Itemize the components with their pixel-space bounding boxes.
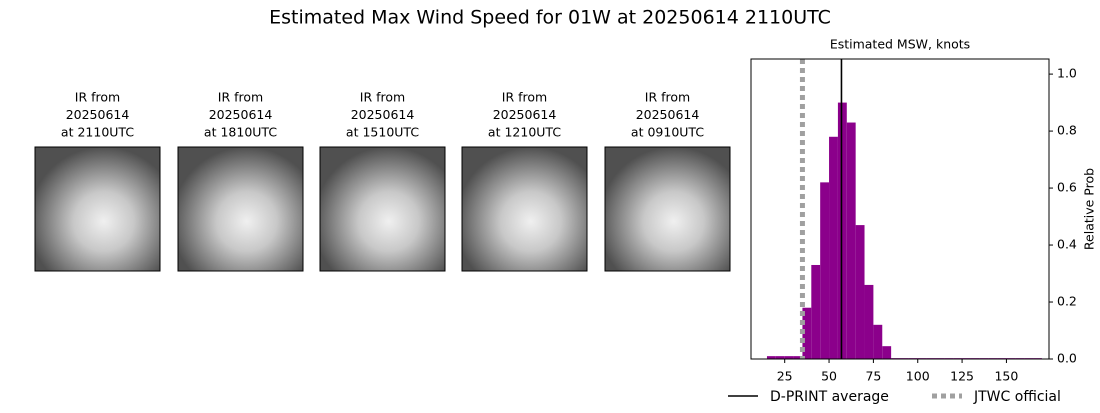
bar xyxy=(837,102,847,359)
panel-title: at 1210UTC xyxy=(488,125,561,140)
x-tick-label: 25 xyxy=(777,369,793,384)
panel-title: at 2110UTC xyxy=(61,125,134,140)
y-tick-label: 1.0 xyxy=(1057,66,1077,81)
bar xyxy=(784,356,794,359)
y-tick-label: 0.8 xyxy=(1057,123,1077,138)
satellite-image xyxy=(34,146,161,272)
satellite-image xyxy=(461,146,588,272)
bar xyxy=(855,225,865,359)
bar xyxy=(802,307,812,359)
panel-title: 20250614 xyxy=(209,107,273,122)
satellite-image xyxy=(177,146,304,272)
x-tick-label: 75 xyxy=(865,369,881,384)
panel-title: 20250614 xyxy=(351,107,415,122)
x-tick-label: 150 xyxy=(994,369,1018,384)
panel-title: 20250614 xyxy=(66,107,130,122)
bar xyxy=(864,284,874,359)
panel-title: IR from xyxy=(360,90,405,105)
x-tick-label: 125 xyxy=(950,369,974,384)
panel-title: IR from xyxy=(645,90,690,105)
axes-frame xyxy=(750,58,1050,360)
legend-label: D-PRINT average xyxy=(770,389,889,405)
bar xyxy=(766,356,776,359)
x-tick-label: 50 xyxy=(821,369,837,384)
bar xyxy=(873,324,883,359)
y-tick-label: 0.2 xyxy=(1057,294,1077,309)
bar xyxy=(775,356,785,359)
bar xyxy=(882,346,892,359)
y-axis-label: Relative Prob xyxy=(1082,168,1097,250)
legend-label: JTWC official xyxy=(973,389,1061,405)
axes-title: Estimated MSW, knots xyxy=(830,37,970,52)
satellite-image xyxy=(319,146,446,272)
panel-title: at 1510UTC xyxy=(346,125,419,140)
panel-title: at 1810UTC xyxy=(204,125,277,140)
panel-title: IR from xyxy=(218,90,263,105)
y-tick-label: 0.4 xyxy=(1057,237,1077,252)
satellite-image xyxy=(604,146,731,272)
bar xyxy=(820,182,830,359)
y-tick-label: 0.6 xyxy=(1057,180,1077,195)
x-tick-label: 100 xyxy=(906,369,930,384)
y-tick-label: 0.0 xyxy=(1057,351,1077,366)
bar xyxy=(793,356,803,359)
figure-title: Estimated Max Wind Speed for 01W at 2025… xyxy=(269,7,831,29)
bar xyxy=(811,264,821,359)
panel-title: 20250614 xyxy=(493,107,557,122)
panel-title: at 0910UTC xyxy=(631,125,704,140)
bar xyxy=(846,122,856,359)
panel-title: IR from xyxy=(75,90,120,105)
panel-title: 20250614 xyxy=(636,107,700,122)
panel-title: IR from xyxy=(502,90,547,105)
bar xyxy=(829,136,838,359)
